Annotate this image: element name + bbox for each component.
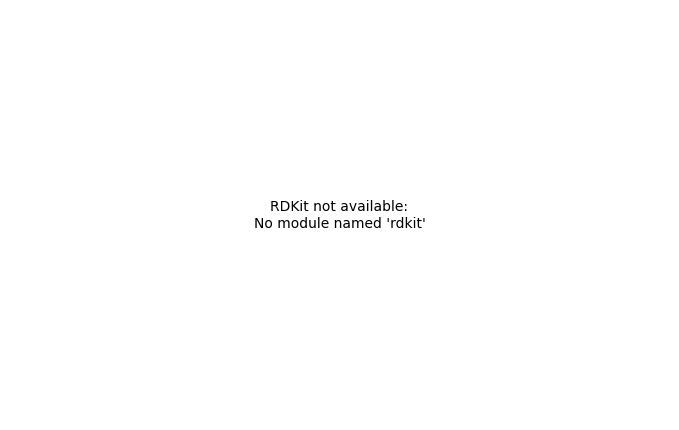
Text: RDKit not available:
No module named 'rdkit': RDKit not available: No module named 'rd… [253, 200, 426, 230]
